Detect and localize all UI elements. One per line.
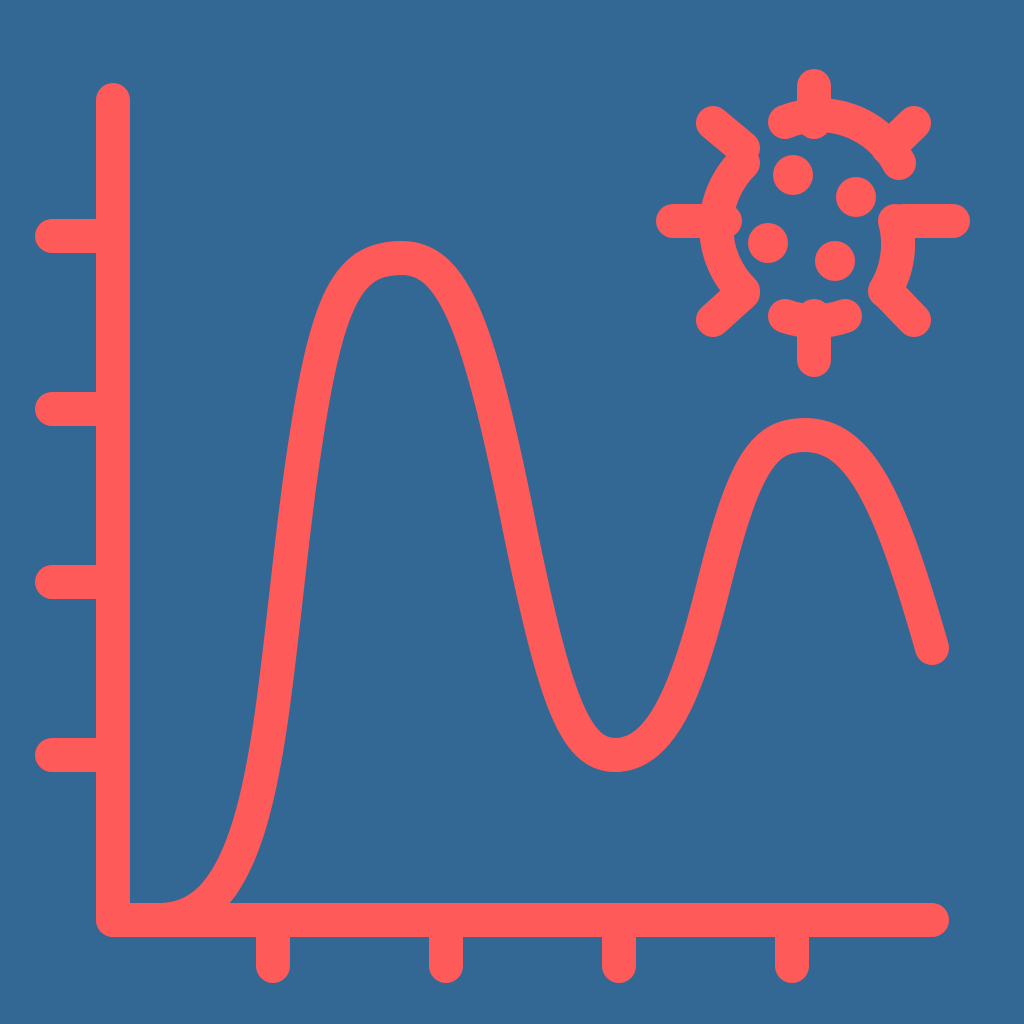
virus-dots [748, 155, 876, 281]
virus-spike [696, 276, 760, 337]
y-axis-ticks [35, 219, 130, 772]
virus-dot [815, 241, 855, 281]
virus-icon [656, 69, 970, 377]
virus-spike [871, 276, 931, 337]
virus-dot [836, 177, 876, 217]
virus-spike [871, 106, 931, 165]
virus-dot [748, 223, 788, 263]
infection-wave-curve [143, 241, 949, 937]
x-axis-ticks [256, 903, 809, 983]
virus-dot [773, 155, 813, 195]
virus-spike [696, 106, 760, 165]
